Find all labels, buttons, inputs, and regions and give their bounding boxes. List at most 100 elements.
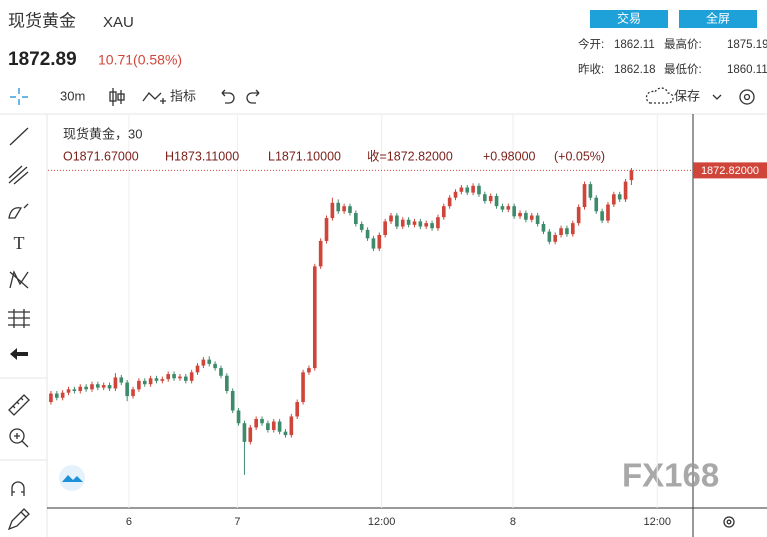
candle-body xyxy=(90,384,94,390)
broker-logo[interactable] xyxy=(59,465,85,491)
save-button[interactable]: 保存 xyxy=(674,88,700,103)
candle-body xyxy=(154,378,159,381)
stat-label: 最低价: xyxy=(664,63,702,76)
candle-body xyxy=(383,221,387,235)
stat-label: 最高价: xyxy=(664,37,702,51)
last-price-tag-label: 1872.82000 xyxy=(701,165,759,177)
candle-body xyxy=(488,196,493,202)
candle-body xyxy=(570,223,575,235)
candle-body xyxy=(107,385,112,389)
fullscreen-button[interactable] xyxy=(679,10,757,28)
candle-body xyxy=(225,375,229,391)
stat-value: 1860.11 xyxy=(727,64,767,76)
trade-button[interactable] xyxy=(590,10,668,28)
ruler-tool[interactable] xyxy=(8,394,30,416)
candle-body xyxy=(606,204,610,221)
undo-icon[interactable] xyxy=(221,89,235,104)
candle-body xyxy=(137,380,141,390)
candle-body xyxy=(594,197,599,212)
candle-body xyxy=(283,431,288,436)
candle-body xyxy=(301,372,305,403)
indicators-button[interactable]: 指标 xyxy=(170,88,196,103)
candle-body xyxy=(553,235,558,242)
zoom-tool[interactable] xyxy=(9,428,29,448)
candle-body xyxy=(559,228,563,235)
fib-tool[interactable] xyxy=(8,165,29,185)
candle-body xyxy=(471,185,475,193)
candle-body xyxy=(500,206,505,210)
indicator-plus[interactable] xyxy=(160,98,166,104)
save-caret[interactable] xyxy=(712,94,722,100)
legend-close: 收=1872.82000 xyxy=(367,149,453,163)
stat-value: 1862.11 xyxy=(614,39,655,51)
candle-body xyxy=(125,382,129,397)
candle-body xyxy=(512,206,516,217)
fullscreen-button-label[interactable]: 全屏 xyxy=(706,11,730,26)
crosshair-icon[interactable] xyxy=(10,88,28,105)
candle-body xyxy=(101,385,106,388)
candle-body xyxy=(84,386,88,390)
stat-value: 1875.19 xyxy=(727,39,767,51)
x-tick-label: 8 xyxy=(510,516,516,528)
symbol-code: XAU xyxy=(103,14,134,31)
candle-body xyxy=(254,418,258,428)
candle-body xyxy=(213,363,217,369)
legend-change: +0.98000 xyxy=(483,149,536,163)
candle-body xyxy=(348,206,352,213)
candle-body xyxy=(166,374,171,380)
indicator-icon[interactable] xyxy=(142,92,162,102)
candle-body xyxy=(324,218,329,241)
candle-body xyxy=(78,386,83,391)
stat-label: 今开: xyxy=(578,37,604,51)
candle-body xyxy=(277,421,282,432)
trend-line-tool[interactable] xyxy=(9,127,29,146)
candle-body xyxy=(160,379,165,381)
candle-body xyxy=(207,359,212,364)
cloud-icon[interactable] xyxy=(645,87,674,104)
candle-body xyxy=(236,410,241,424)
price-change: 10.71(0.58%) xyxy=(98,52,182,68)
candle-body xyxy=(377,235,382,249)
candle-body xyxy=(395,215,399,227)
magnet-tool[interactable] xyxy=(11,481,25,496)
candle-body xyxy=(201,359,206,366)
candle-body xyxy=(189,372,194,381)
candle-body xyxy=(66,389,71,393)
x-tick-label: 12:00 xyxy=(368,516,396,528)
candle-type-icon[interactable] xyxy=(109,88,125,106)
candle-body xyxy=(248,427,253,442)
candle-body xyxy=(506,206,511,210)
brush-tool[interactable] xyxy=(8,203,29,219)
trade-button-label[interactable]: 交易 xyxy=(617,11,641,26)
settings-icon[interactable] xyxy=(739,89,755,105)
stats: 今开: 1862.11 最高价: 1875.19 昨收: 1862.18 最低价… xyxy=(578,37,767,76)
candle-body xyxy=(524,212,528,220)
legend-low: L1871.10000 xyxy=(268,149,341,163)
pattern-tool[interactable] xyxy=(9,270,29,289)
lock-draw-tool[interactable] xyxy=(7,508,30,531)
prediction-tool[interactable] xyxy=(8,309,30,328)
stat-label: 昨收: xyxy=(578,62,604,76)
settings-small[interactable] xyxy=(723,516,735,528)
candle-body xyxy=(266,423,270,430)
redo-icon[interactable] xyxy=(246,89,260,104)
x-tick-label: 7 xyxy=(234,516,240,528)
legend-title: 现货黄金，30 xyxy=(63,126,142,141)
candle-body xyxy=(54,393,59,398)
candle-body xyxy=(541,223,546,232)
candle-body xyxy=(318,240,323,267)
back-tool[interactable] xyxy=(10,348,28,360)
candle-body xyxy=(436,217,440,229)
candle-body xyxy=(354,212,358,224)
candle-body xyxy=(389,215,393,222)
candle-body xyxy=(529,215,534,220)
candle-body xyxy=(330,202,335,219)
interval[interactable]: 30m xyxy=(60,88,85,103)
candle-body xyxy=(412,221,417,225)
last-price: 1872.89 xyxy=(8,49,77,70)
drawing-tools: T xyxy=(0,114,48,537)
candle-body xyxy=(365,229,370,239)
text-tool[interactable]: T xyxy=(14,233,25,253)
